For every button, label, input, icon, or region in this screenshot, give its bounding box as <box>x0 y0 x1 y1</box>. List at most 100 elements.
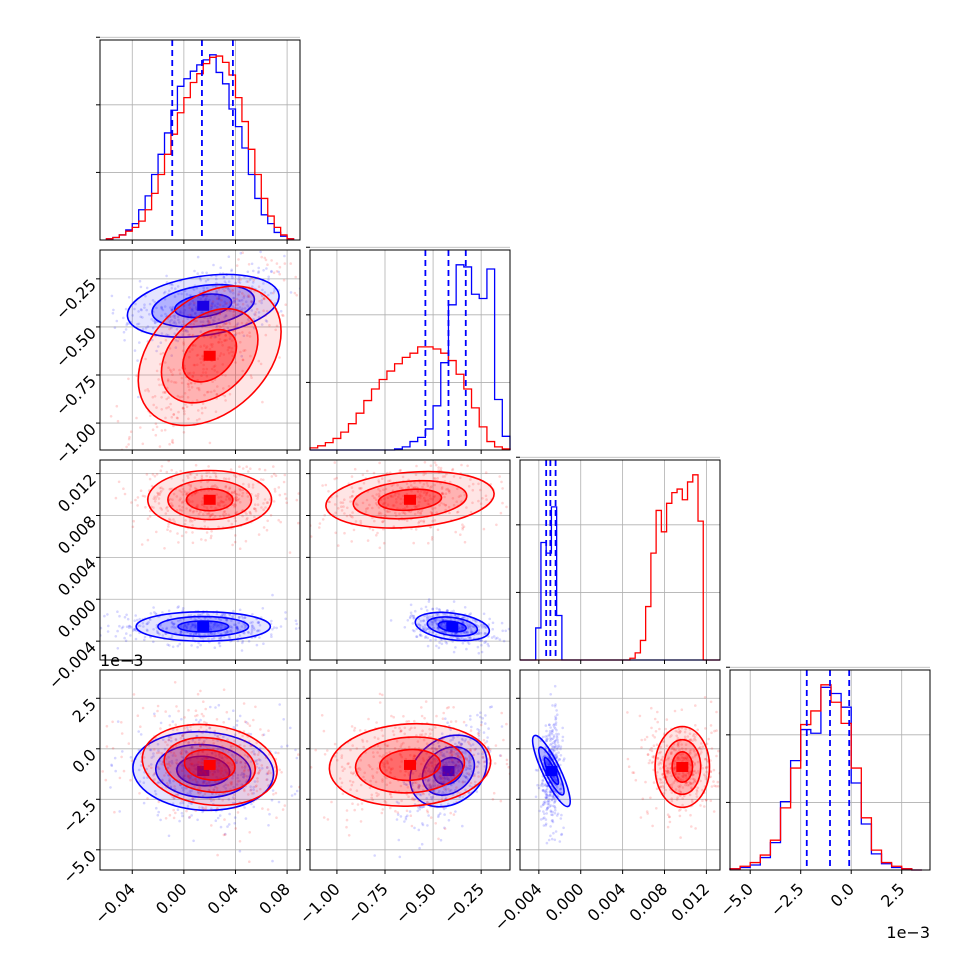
scatter-point <box>187 709 190 712</box>
scatter-point <box>546 738 549 741</box>
scatter-point <box>270 635 273 638</box>
scatter-point <box>177 541 180 544</box>
scatter-point <box>123 331 126 334</box>
density-peak-series-2 <box>204 351 216 361</box>
scatter-point <box>199 690 202 693</box>
scatter-point <box>421 843 424 846</box>
scatter-point <box>542 810 545 813</box>
scatter-point <box>555 830 558 833</box>
scatter-point <box>278 801 281 804</box>
scatter-point <box>183 431 186 434</box>
scatter-point <box>556 814 559 817</box>
scatter-point <box>134 349 137 352</box>
scatter-point <box>496 637 499 640</box>
scatter-point <box>470 729 473 732</box>
scatter-point <box>295 294 298 297</box>
scatter-point <box>155 531 158 534</box>
scatter-point <box>216 452 219 455</box>
scatter-point <box>200 538 203 541</box>
scatter-point <box>345 826 348 829</box>
scatter-point <box>717 750 720 753</box>
scatter-point <box>350 540 353 543</box>
scatter-point <box>325 204 328 207</box>
scatter-point <box>361 808 364 811</box>
scatter-point <box>177 808 180 811</box>
scatter-point <box>343 532 346 535</box>
scatter-point <box>106 725 109 728</box>
scatter-point <box>136 359 139 362</box>
scatter-point <box>511 491 514 494</box>
scatter-point <box>390 715 393 718</box>
scatter-point <box>272 789 275 792</box>
scatter-point <box>500 754 503 757</box>
scatter-point <box>239 278 242 281</box>
scatter-point <box>262 607 265 610</box>
scatter-point <box>231 544 234 547</box>
scatter-point <box>174 723 177 726</box>
scatter-point <box>407 619 410 622</box>
scatter-point <box>291 794 294 797</box>
scatter-point <box>478 733 481 736</box>
scatter-point <box>554 812 557 815</box>
scatter-point <box>382 808 385 811</box>
scatter-point <box>283 481 286 484</box>
scatter-point <box>417 806 420 809</box>
scatter-point <box>546 842 549 845</box>
scatter-point <box>551 748 554 751</box>
scatter-point <box>651 825 654 828</box>
scatter-point <box>289 262 292 265</box>
scatter-point <box>540 818 543 821</box>
scatter-point <box>267 729 270 732</box>
scatter-point <box>453 813 456 816</box>
scatter-point <box>243 806 246 809</box>
scatter-point <box>454 810 457 813</box>
scatter-point <box>196 272 199 275</box>
scatter-point <box>413 827 416 830</box>
scatter-point <box>129 779 132 782</box>
scatter-point <box>372 529 375 532</box>
scatter-point <box>228 823 231 826</box>
scatter-point <box>201 713 204 716</box>
scatter-point <box>239 547 242 550</box>
scatter-point <box>367 718 370 721</box>
scatter-point <box>479 711 482 714</box>
scatter-point <box>106 613 109 616</box>
scatter-point <box>492 798 495 801</box>
scatter-point <box>239 850 242 853</box>
scatter-point <box>94 532 97 535</box>
scatter-point <box>560 754 563 757</box>
scatter-point <box>444 827 447 830</box>
scatter-point <box>553 801 556 804</box>
scatter-point <box>116 320 119 323</box>
scatter-point <box>470 726 473 729</box>
scatter-point <box>121 732 124 735</box>
scatter-point <box>296 499 299 502</box>
scatter-point <box>144 636 147 639</box>
scatter-point <box>485 471 488 474</box>
scatter-point <box>259 728 262 731</box>
scatter-point <box>498 475 501 478</box>
scatter-point <box>305 500 308 503</box>
scatter-point <box>135 417 138 420</box>
scatter-point <box>535 796 538 799</box>
scatter-point <box>270 259 273 262</box>
scatter-point <box>124 493 127 496</box>
scatter-point <box>549 835 552 838</box>
scatter-point <box>550 813 553 816</box>
pair-panel-3-1 <box>71 450 339 664</box>
scatter-point <box>711 747 714 750</box>
scatter-point <box>238 465 241 468</box>
scatter-point <box>464 541 467 544</box>
scatter-point <box>557 733 560 736</box>
scatter-point <box>406 814 409 817</box>
scatter-point <box>562 736 565 739</box>
scatter-point <box>279 521 282 524</box>
scatter-point <box>165 817 168 820</box>
scatter-point <box>202 700 205 703</box>
scatter-point <box>232 610 235 613</box>
scatter-point <box>137 496 140 499</box>
scatter-point <box>550 811 553 814</box>
scatter-point <box>140 286 143 289</box>
scatter-point <box>552 832 555 835</box>
